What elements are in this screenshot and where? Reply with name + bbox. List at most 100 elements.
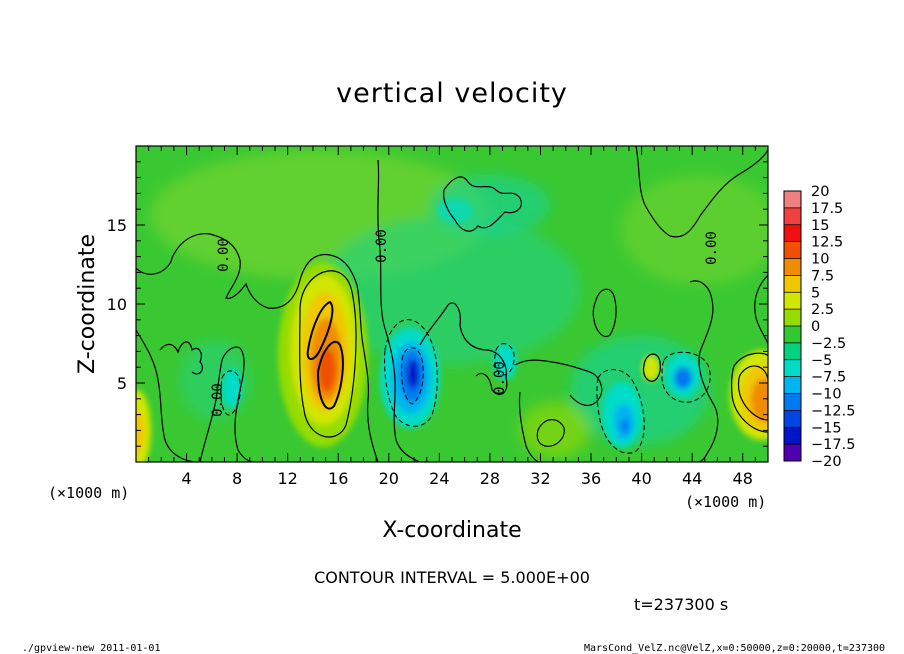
contour-neg-mid: [661, 351, 711, 403]
x-tick-label: 16: [328, 469, 348, 488]
contour-zero-left-lower: [136, 329, 257, 462]
colorbar: [783, 190, 802, 462]
y-axis-label: Z-coordinate: [75, 234, 100, 374]
chart-title: vertical velocity: [336, 78, 568, 109]
colorbar-swatch: [784, 393, 801, 411]
downdraft-small-left: [222, 368, 242, 408]
contour-label: 0.00: [216, 238, 232, 272]
updraft-small: [642, 355, 660, 381]
plot-area: 0.00 0.00 0.00 0.00 0.00: [135, 145, 769, 463]
y-tick-labels: 5 10 15: [107, 216, 127, 393]
axis-ticks: [136, 146, 768, 462]
contour-zero-left: [136, 233, 379, 462]
contour-neg-main-inner: [401, 347, 424, 405]
contour-zero-center-lumps: [419, 302, 508, 395]
colorbar-swatch: [784, 410, 801, 428]
contour-zero-right-lower: [689, 280, 719, 462]
colorbar-swatch: [784, 275, 801, 293]
contour-zero-right-mid: [514, 359, 603, 462]
colorbar-label: −20: [811, 454, 842, 470]
contour-lines-negative: [220, 319, 711, 454]
x-tick-label: 24: [429, 469, 449, 488]
colorbar-swatch: [784, 444, 801, 462]
colorbar-label: −17.5: [811, 437, 855, 453]
x-tick-label: 4: [181, 469, 191, 488]
colorbar-swatch: [784, 224, 801, 243]
colorbar-label: −15: [811, 420, 842, 436]
colorbar-label: 5: [811, 285, 820, 301]
y-tick-label: 15: [107, 216, 127, 235]
colorbar-swatch: [784, 427, 801, 445]
contour-label-group: 0.00 0.00 0.00 0.00 0.00: [210, 229, 720, 417]
contour-pos-main-10-b: [316, 340, 344, 410]
updraft-left-core: [136, 410, 145, 454]
colorbar-label: 2.5: [811, 302, 834, 318]
downdraft-right-peak: [621, 418, 629, 434]
contour-pos-main-5: [299, 270, 357, 438]
colorbar-swatch: [784, 258, 801, 276]
colorbar-swatch: [784, 376, 801, 394]
x-tick-label: 44: [682, 469, 702, 488]
contour-pos-main-10-a: [306, 300, 334, 360]
y-tick-label: 5: [117, 374, 127, 393]
colorbar-label: −7.5: [811, 370, 846, 386]
colorbar-label: −5: [811, 353, 832, 369]
contour-zero-far-right: [754, 274, 768, 346]
colorbar-label: 12.5: [811, 235, 843, 251]
x-tick-label: 12: [278, 469, 298, 488]
colorbar-swatch: [784, 342, 801, 361]
colorbar-swatch: [784, 207, 801, 226]
colorbar-label: −2.5: [811, 336, 846, 352]
colorbar-label: 10: [811, 252, 829, 268]
x-tick-label: 40: [631, 469, 651, 488]
x-tick-label: 8: [232, 469, 242, 488]
colorbar-label: 0: [811, 319, 820, 335]
colorbar-label: 7.5: [811, 268, 834, 284]
contour-pos-small: [642, 353, 661, 382]
x-tick-label: 20: [379, 469, 399, 488]
colorbar-swatch: [784, 292, 801, 310]
contour-interval-note: CONTOUR INTERVAL = 5.000E+00: [314, 568, 590, 587]
x-tick-labels: 4 8 12 16 20 24 28 32 36 40 44 48: [181, 469, 752, 488]
contour-pos-right-5: [731, 352, 768, 433]
downdraft-small-mid: [493, 344, 517, 380]
x-tick-label: 48: [733, 469, 753, 488]
contour-neg-main: [384, 319, 438, 427]
contour-pos-bottom: [536, 419, 565, 447]
colorbar-swatch: [784, 326, 801, 344]
x-tick-label: 32: [530, 469, 550, 488]
field-bottom-yellow: [520, 402, 590, 458]
updraft-right-core: [751, 378, 768, 422]
updraft-main-peak: [318, 348, 336, 392]
contour-pos-right-10: [737, 365, 768, 421]
contour-label: 0.00: [210, 383, 226, 417]
downdraft-main-core: [407, 359, 419, 389]
y-tick-label: 10: [107, 295, 127, 314]
x-axis-unit: (×1000 m): [685, 493, 766, 511]
colorbar-swatch: [784, 359, 801, 378]
colorbar-swatch: [784, 309, 801, 327]
downdraft-mid-core: [674, 367, 692, 389]
contour-label: 0.00: [492, 361, 508, 395]
contour-zero-top: [443, 176, 522, 232]
contour-neg-small: [494, 343, 515, 376]
y-axis-unit: (×1000 m): [48, 484, 129, 502]
field-right-yellowish: [620, 175, 768, 285]
colorbar-labels: 2017.51512.5107.552.50−2.5−5−7.5−10−12.5…: [811, 184, 855, 470]
colorbar-label: 20: [811, 184, 829, 200]
colorbar-swatch: [784, 191, 801, 209]
contour-label: 0.00: [704, 231, 720, 265]
colorbar-label: −12.5: [811, 403, 855, 419]
contour-zero-right-blob: [592, 288, 617, 338]
contour-zero-left-lumps: [159, 341, 204, 375]
footer-right: MarsCond_VelZ.nc@VelZ,x=0:50000,z=0:2000…: [584, 643, 885, 654]
time-label: t=237300 s: [634, 595, 728, 614]
contour-label: 0.00: [374, 229, 390, 263]
x-tick-label: 36: [581, 469, 601, 488]
contour-neg-left: [220, 370, 241, 416]
contour-zero-right: [635, 146, 768, 238]
colorbar-swatch: [784, 241, 801, 259]
colorbar-label: −10: [811, 387, 842, 403]
colorbar-label: 17.5: [811, 201, 843, 217]
